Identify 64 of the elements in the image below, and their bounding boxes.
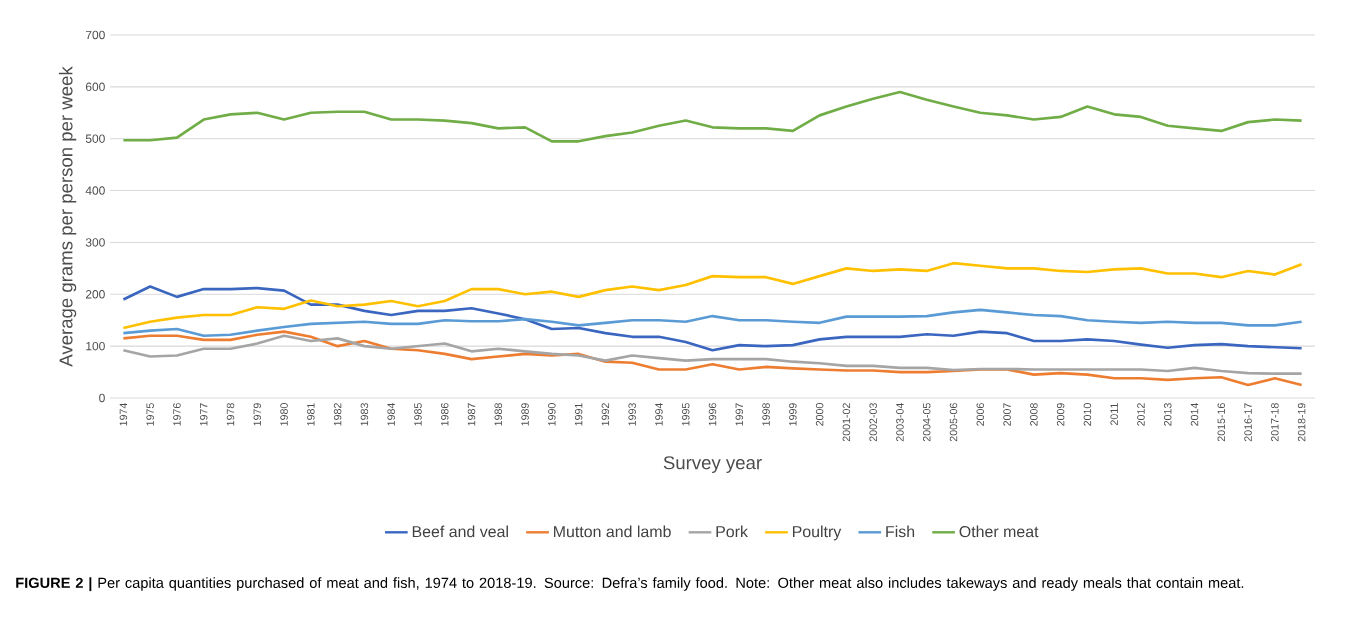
x-tick-label: 1992 [601,403,610,426]
x-tick-label: 1987 [467,403,476,426]
legend-label: Fish [886,525,915,538]
legend-label: Mutton and lamb [554,525,671,538]
x-tick-label: 2005-06 [949,403,958,442]
y-axis-title: Average grams per person per week [58,66,77,367]
line-series [122,261,1303,330]
x-tick-label: 1991 [574,403,583,426]
x-tick-label: 2008 [1030,403,1038,426]
x-tick-label: 1999 [789,403,797,426]
line-series [122,90,1303,143]
x-tick-label: 2010 [1083,403,1092,426]
x-tick-label: 1981 [307,403,315,426]
x-tick-label: 2013 [1163,403,1172,426]
x-tick-label: 1974 [119,403,128,426]
x-tick-label: 1978 [226,403,235,426]
x-tick-label: 2016-17 [1244,403,1252,442]
x-tick-label: 1976 [173,403,181,426]
x-tick-label: 1994 [655,403,663,426]
x-tick-label: 1990 [548,403,556,426]
x-tick-label: 1980 [280,403,288,426]
x-tick-label: 2012 [1137,403,1145,426]
x-tick-label: 1989 [521,403,529,426]
x-axis-title: Survey year [663,456,762,473]
y-tick-label: 100 [86,341,105,351]
legend-label: Poultry [792,525,842,541]
x-tick-label: 1985 [414,403,422,426]
x-tick-label: 1984 [387,403,395,426]
y-tick-label: 700 [85,30,105,40]
x-tick-label: 2015-16 [1217,403,1226,442]
x-tick-label: 1982 [333,403,342,426]
x-tick-label: 2017-18 [1271,403,1279,442]
x-tick-label: 1979 [253,403,262,426]
x-tick-label: 2009 [1056,403,1065,426]
x-tick-label: 1988 [494,403,503,426]
x-tick-label: 2000 [815,403,824,426]
x-tick-label: 1996 [708,403,717,426]
legend-label: Beef and veal [412,525,508,538]
y-tick-label: 400 [85,186,105,195]
x-tick-label: 2011 [1110,403,1118,425]
x-tick-label: 1986 [440,403,449,426]
x-tick-label: 1998 [762,403,770,426]
x-tick-label: 2002-03 [869,403,877,442]
x-tick-label: 2007 [1003,403,1011,426]
x-tick-label: 2018-19 [1297,403,1306,442]
y-tick-label: 0 [99,393,105,403]
x-tick-label: 2004-05 [922,403,931,442]
text: FIGURE 2 | Per capita quantities purchased of meat and fish, 1974 to 2018-19. Source: Defra’s family food. Note: Other meat also includes takeways and ready meals that contain meat. [16,577,1244,592]
x-tick-label: 1997 [735,403,744,426]
x-tick-label: 1977 [199,403,208,426]
x-tick-label: 2014 [1190,403,1199,426]
y-tick-label: 500 [85,134,105,143]
x-tick-label: 1995 [681,403,690,426]
y-tick-label: 300 [85,238,105,247]
x-tick-label: 2003-04 [896,403,904,442]
y-tick-label: 600 [85,82,105,92]
x-tick-label: 1975 [146,403,154,426]
x-tick-label: 1983 [360,403,369,426]
x-tick-label: 2006 [976,403,985,426]
legend-label: Pork [716,525,748,538]
legend-label: Other meat [959,525,1039,538]
y-tick-label: 200 [85,290,105,299]
x-tick-label: 1993 [628,403,636,426]
x-tick-label: 2001-02 [842,403,851,442]
